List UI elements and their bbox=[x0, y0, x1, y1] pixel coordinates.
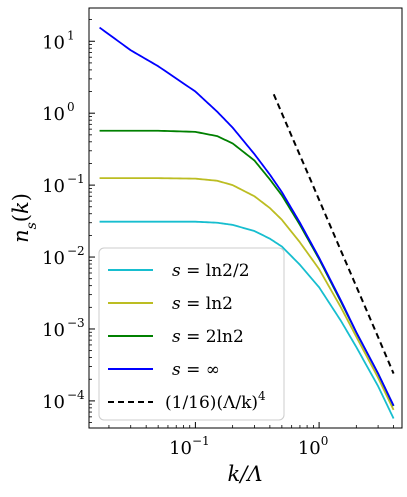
y-tick-label: 10 bbox=[42, 248, 65, 269]
series-line-4 bbox=[99, 26, 395, 407]
y-tick-label: 10 bbox=[42, 176, 65, 197]
y-tick-exponent: 1 bbox=[67, 28, 75, 42]
x-tick-label: 100 bbox=[298, 434, 329, 459]
y-tick-label: 10 bbox=[42, 32, 65, 53]
legend-frame bbox=[98, 247, 285, 421]
plot-frame bbox=[88, 7, 403, 429]
y-tick-label: 10 bbox=[42, 392, 65, 413]
legend-label-4: s = ∞ bbox=[172, 360, 220, 380]
y-tick-exponent: 0 bbox=[67, 100, 75, 114]
series-layer bbox=[99, 26, 395, 419]
legend: s = ln2/2 s = ln2 s = 2ln2 s = ∞ (1/16)(Λ/k)… bbox=[98, 247, 285, 421]
y-axis-label: ns(k) bbox=[9, 193, 40, 243]
y-tick-exponent: −1 bbox=[67, 172, 85, 186]
y-tick-label: 10 bbox=[42, 320, 65, 341]
x-tick-label: 10−1 bbox=[169, 434, 210, 459]
series-line-1 bbox=[99, 220, 395, 419]
legend-label-5: (1/16)(Λ/k)4 bbox=[165, 389, 266, 413]
y-tick-exponent: −4 bbox=[67, 388, 85, 402]
y-tick-exponent: −3 bbox=[67, 316, 85, 330]
x-axis-label: k/Λ bbox=[228, 462, 263, 486]
series-line-2 bbox=[99, 177, 395, 411]
legend-label-1: s = ln2/2 bbox=[172, 261, 250, 281]
svg-text:ns(k): ns(k) bbox=[9, 193, 40, 243]
series-line-5 bbox=[272, 93, 395, 374]
y-tick-label: 10 bbox=[42, 104, 65, 125]
legend-label-2: s = ln2 bbox=[172, 294, 233, 314]
y-tick-exponent: −2 bbox=[67, 244, 85, 258]
legend-label-3: s = 2ln2 bbox=[172, 327, 244, 347]
